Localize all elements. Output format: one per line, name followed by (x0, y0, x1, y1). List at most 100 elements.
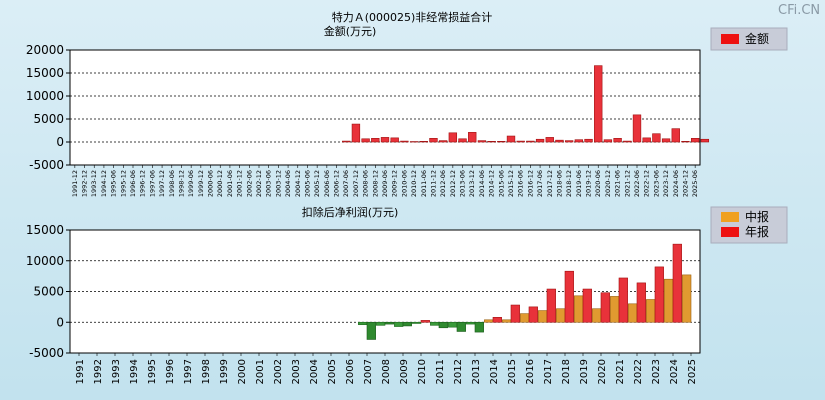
top-xtick-label: 1994-12 (100, 170, 108, 197)
bottom-xtick-label: 2009 (399, 359, 410, 384)
top-xtick-label: 2003-12 (274, 170, 282, 197)
top-xtick-label: 2012-12 (449, 170, 457, 197)
bottom-legend-swatch-interim (721, 212, 739, 222)
top-bar-2017-12 (545, 137, 554, 143)
bottom-xtick-label: 1994 (129, 359, 140, 384)
bottom-ytick-label: 10000 (26, 254, 64, 268)
top-xtick-label: 2021-12 (623, 170, 631, 197)
bottom-bar-interim-2007 (358, 321, 368, 326)
bottom-xtick-label: 2004 (309, 359, 320, 384)
bottom-bar-interim-2023 (646, 299, 656, 323)
top-bar-2017-06 (535, 138, 545, 143)
bottom-xtick-label: 2003 (291, 359, 302, 384)
top-ytick-label: 10000 (26, 89, 64, 103)
top-bar-2014-06 (477, 140, 487, 143)
top-xtick-label: 2014-12 (488, 170, 496, 197)
top-xtick-label: 2005-06 (303, 170, 311, 197)
bottom-bar-interim-2020 (592, 308, 602, 323)
bottom-bar-annual-2008 (384, 321, 394, 325)
top-xtick-label: 2004-06 (284, 170, 292, 197)
top-xtick-label: 2015-12 (507, 170, 515, 197)
bottom-xtick-label: 2016 (525, 359, 536, 384)
top-ytick-label: 5000 (33, 112, 64, 126)
top-xtick-label: 2024-06 (672, 170, 680, 197)
bottom-bar-interim-2024 (664, 278, 674, 323)
bottom-legend-label-annual: 年报 (745, 224, 769, 239)
bottom-xtick-label: 1995 (147, 359, 158, 384)
bottom-bar-interim-2011 (430, 321, 440, 326)
bottom-xtick-label: 2006 (345, 359, 356, 384)
bottom-xtick-label: 2011 (435, 359, 446, 384)
top-bar-2016-12 (526, 140, 535, 143)
top-xtick-label: 2009-12 (391, 170, 399, 197)
top-ytick-label: 15000 (26, 66, 64, 80)
top-legend-box (710, 27, 788, 51)
top-xtick-label: 2001-06 (226, 170, 234, 197)
bottom-bar-annual-2016 (528, 306, 538, 323)
top-xtick-label: 2018-12 (565, 170, 573, 197)
bottom-bar-interim-2009 (394, 321, 404, 327)
top-bar-2013-12 (468, 132, 477, 143)
top-xtick-label: 2006-12 (333, 170, 341, 197)
top-xtick-label: 1993-12 (90, 170, 98, 197)
top-bar-2018-12 (564, 140, 574, 143)
bottom-bar-interim-2015 (502, 319, 512, 323)
bottom-bar-interim-2014 (484, 319, 494, 323)
top-bar-2023-12 (661, 138, 671, 143)
top-bar-2007-12 (351, 123, 361, 143)
top-xtick-label: 2017-12 (546, 170, 554, 197)
top-xtick-label: 2016-12 (526, 170, 534, 197)
bottom-bar-annual-2019 (582, 288, 592, 323)
top-bar-2014-12 (487, 141, 496, 143)
top-xtick-label: 2025-06 (691, 170, 699, 197)
bottom-xtick-label: 2005 (327, 359, 338, 384)
top-xtick-label: 1995-12 (119, 170, 127, 197)
top-xtick-label: 2012-06 (439, 170, 447, 197)
bottom-xtick-label: 2018 (561, 359, 572, 384)
bottom-bar-annual-2009 (402, 321, 412, 327)
bottom-xtick-label: 1991 (75, 359, 86, 384)
bottom-ytick-label: 0 (56, 315, 64, 329)
bottom-bar-interim-2022 (628, 303, 638, 323)
top-xtick-label: 1996-06 (129, 170, 137, 197)
bottom-xtick-label: 1999 (219, 359, 230, 384)
top-xtick-label: 2013-06 (459, 170, 467, 197)
top-xtick-label: 2023-06 (652, 170, 660, 197)
bottom-xtick-label: 2017 (543, 359, 554, 384)
top-xtick-label: 2005-12 (313, 170, 321, 197)
bottom-bar-interim-2016 (520, 313, 530, 323)
top-bar-2015-12 (506, 135, 516, 143)
top-bar-2015-06 (497, 141, 506, 143)
top-xtick-label: 2017-06 (536, 170, 544, 197)
top-bar-2020-12 (603, 139, 613, 143)
top-xtick-label: 1996-12 (139, 170, 147, 197)
bottom-bar-annual-2022 (636, 282, 646, 323)
bottom-xtick-label: 2025 (687, 359, 698, 384)
top-bar-2016-06 (516, 140, 525, 143)
bottom-legend-label-interim: 中报 (745, 209, 769, 224)
top-bar-undefined (700, 138, 710, 143)
top-xtick-label: 2010-06 (400, 170, 408, 197)
bottom-plot-area (70, 230, 700, 353)
top-xtick-label: 1998-06 (168, 170, 176, 197)
bottom-xtick-label: 2020 (597, 359, 608, 384)
top-xtick-label: 2006-06 (323, 170, 331, 197)
bottom-bar-annual-2010 (420, 320, 430, 323)
top-ytick-label: 0 (56, 135, 64, 149)
bottom-xtick-label: 1997 (183, 359, 194, 384)
top-bar-2013-06 (458, 138, 467, 143)
bottom-xtick-label: 2008 (381, 359, 392, 384)
bottom-xtick-label: 1993 (111, 359, 122, 384)
top-xtick-label: 2019-06 (575, 170, 583, 197)
bottom-bar-annual-2021 (618, 277, 628, 323)
bottom-legend-swatch-annual (721, 227, 739, 237)
top-bar-2008-12 (371, 138, 380, 143)
top-bar-2009-06 (380, 137, 390, 143)
bottom-bar-annual-2015 (510, 304, 520, 323)
bottom-xtick-label: 2012 (453, 359, 464, 384)
top-xtick-label: 2021-06 (614, 170, 622, 197)
top-chart-ylabel: 金额(万元) (324, 24, 377, 38)
bottom-bar-interim-2013 (466, 321, 476, 325)
